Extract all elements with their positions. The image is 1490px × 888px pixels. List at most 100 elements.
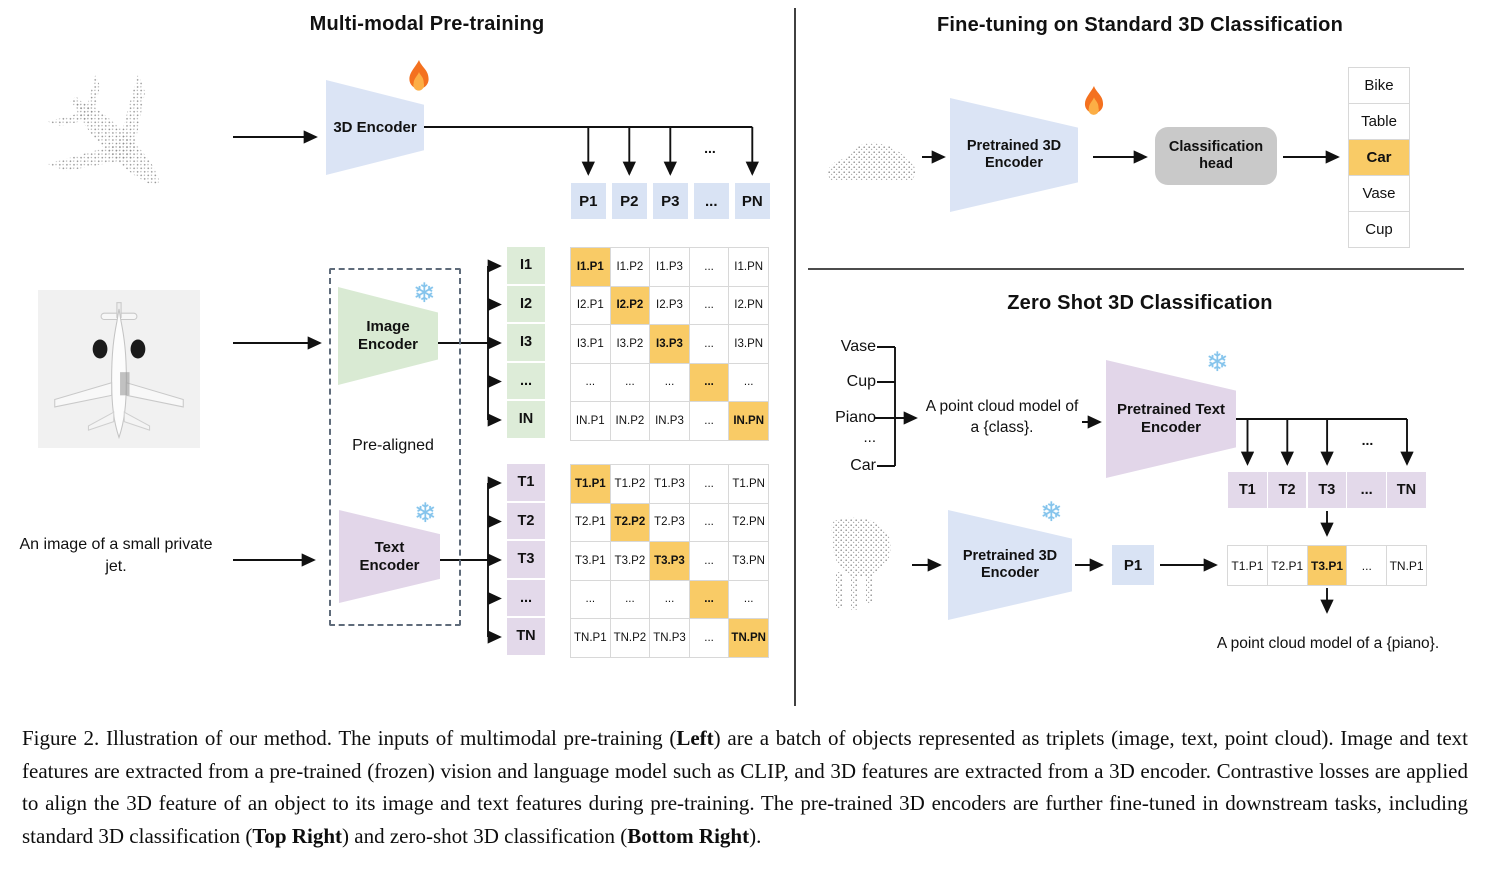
cell: I2.P2 xyxy=(610,286,650,324)
cell: P3 xyxy=(653,183,688,219)
cell: I1.P3 xyxy=(650,248,689,286)
cell: T2.P2 xyxy=(610,503,650,541)
cell: I1.PN xyxy=(729,248,768,286)
cell: T1.P2 xyxy=(610,465,650,503)
cell: T2.PN xyxy=(729,503,768,541)
cell: I2.PN xyxy=(729,286,768,324)
pretrained-3d-encoder-label: Pretrained 3D Encoder xyxy=(966,137,1062,171)
cell: ... xyxy=(689,248,729,286)
cell: ... xyxy=(507,362,545,399)
cell: PN xyxy=(735,183,770,219)
fire-icon xyxy=(1084,86,1104,115)
cell: I3.P3 xyxy=(650,325,689,363)
connector-arrows xyxy=(233,8,1464,706)
cell: Table xyxy=(1349,104,1409,139)
prealigned-label: Pre-aligned xyxy=(352,437,434,454)
cell: ... xyxy=(610,580,650,618)
t-row-ellipsis: ... xyxy=(1361,432,1374,448)
cell: ... xyxy=(650,580,689,618)
snowflake-icon: ❄ xyxy=(1206,347,1229,377)
cell: T2 xyxy=(1267,472,1307,508)
caption-bold-segment: Bottom Right xyxy=(627,823,750,848)
cell: ... xyxy=(507,579,545,616)
piano-point-cloud xyxy=(831,517,891,610)
cell: ... xyxy=(571,363,610,401)
cell: IN.P2 xyxy=(610,402,650,440)
cell: T2.P1 xyxy=(1267,546,1307,585)
candidate-class-list: Vase Cup Piano... Car xyxy=(818,337,876,477)
caption-segment: ) and zero-shot 3D classification ( xyxy=(342,823,628,848)
cell: T3.P1 xyxy=(1307,546,1347,585)
snowflake-icon: ❄ xyxy=(1040,497,1063,527)
pretrained-3d-encoder-zeroshot-label: Pretrained 3D Encoder xyxy=(962,547,1058,581)
cell: T3.P2 xyxy=(610,542,650,580)
caption-segment: ) are a batch of objects represented as … xyxy=(22,726,1468,848)
cell: T3 xyxy=(1307,472,1347,508)
cell: P2 xyxy=(612,183,647,219)
class-list: Bike Table Car Vase Cup xyxy=(1348,67,1410,248)
result-prompt: A point cloud model of a {piano}. xyxy=(1216,635,1440,652)
cell: I1.P1 xyxy=(571,248,610,286)
pretraining-title: Multi-modal Pre-training xyxy=(309,13,545,35)
cell: TN.PN xyxy=(729,619,768,657)
cell: IN.P3 xyxy=(650,402,689,440)
text-encoder-label: Text Encoder xyxy=(359,538,420,574)
snowflake-icon: ❄ xyxy=(413,278,436,308)
airplane-image xyxy=(38,290,200,448)
cell: I1 xyxy=(507,247,545,284)
cell: TN.P2 xyxy=(610,619,650,657)
cell: I1.P2 xyxy=(610,248,650,286)
finetuning-title: Fine-tuning on Standard 3D Classificatio… xyxy=(936,14,1343,36)
cell: TN xyxy=(507,618,545,655)
cell: I3.P2 xyxy=(610,325,650,363)
cell: T1.P1 xyxy=(1228,546,1267,585)
cell: TN.P1 xyxy=(1387,546,1426,585)
caption-bold-segment: Top Right xyxy=(252,823,343,848)
classification-head-label: Classification head xyxy=(1168,138,1264,172)
cell: TN xyxy=(1387,472,1426,508)
text-feature-column: T1 T2 T3... TN xyxy=(507,464,545,655)
cell: Cup xyxy=(846,373,876,390)
text-input-caption: An image of a small private jet. xyxy=(19,536,213,575)
cell: Car xyxy=(850,457,876,474)
image-similarity-matrix: I1.P1 I1.P2 I1.P3... I1.PN I2.P1 I2.P2 I2.P3..… xyxy=(570,247,769,441)
caption-bold-segment: Left xyxy=(676,726,714,750)
cell: TN.P3 xyxy=(650,619,689,657)
prompt-text: A point cloud model of a {class}. xyxy=(925,398,1079,436)
prealigned-box xyxy=(329,268,461,626)
cell: ... xyxy=(1347,546,1387,585)
car-point-cloud xyxy=(827,142,916,180)
cell: Piano xyxy=(835,409,876,426)
fire-icon xyxy=(409,60,429,91)
cell: Car xyxy=(1349,140,1409,175)
cell: T1 xyxy=(1228,472,1267,508)
cell: ... xyxy=(689,465,729,503)
cell: ... xyxy=(689,619,729,657)
cell: I3.PN xyxy=(729,325,768,363)
caption-segment: Figure 2. Illustration of our method. Th… xyxy=(22,726,677,750)
cell: ... xyxy=(689,402,729,440)
cell: ... xyxy=(1347,472,1386,508)
cell: ... xyxy=(863,429,876,446)
cell: T3 xyxy=(507,541,545,578)
cell: T3.PN xyxy=(729,542,768,580)
cell: I2.P3 xyxy=(650,286,689,324)
airplane-point-cloud xyxy=(47,73,159,185)
cell: Bike xyxy=(1349,68,1409,103)
cell: IN.P1 xyxy=(571,402,610,440)
zeroshot-title: Zero Shot 3D Classification xyxy=(1007,292,1273,314)
cell: P1 xyxy=(571,183,606,219)
cell: T3.P1 xyxy=(571,542,610,580)
cell: T2.P3 xyxy=(650,503,689,541)
cell: ... xyxy=(694,183,729,219)
cell: T1.P3 xyxy=(650,465,689,503)
cell: ... xyxy=(689,363,729,401)
cell: Cup xyxy=(1349,212,1409,247)
cell: ... xyxy=(689,325,729,363)
caption-segment: ). xyxy=(749,823,762,848)
cell: ... xyxy=(729,363,768,401)
cell: ... xyxy=(689,580,729,618)
cell: I3 xyxy=(507,324,545,361)
image-feature-column: I1 I2 I3... IN xyxy=(507,247,545,438)
classification-head: Classification head xyxy=(1155,127,1277,185)
